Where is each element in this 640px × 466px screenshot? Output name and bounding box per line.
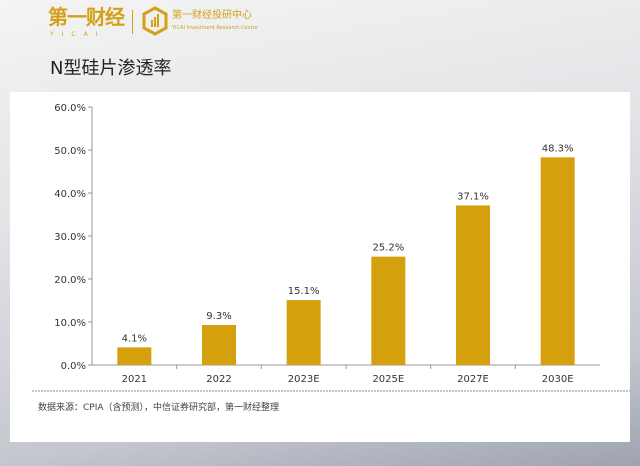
bar [540,157,575,365]
y-tick-label: 30.0% [54,232,86,243]
research-center-sub: YICAI Investment Research Centre [172,25,258,31]
y-tick-label: 0.0% [61,361,86,372]
bar [456,205,490,365]
x-tick-label: 2030E [542,374,574,385]
bar [286,300,321,365]
bar [202,325,236,365]
y-tick-label: 20.0% [54,275,86,286]
source-note: 数据来源：CPIA（含预测），中信证券研究部，第一财经整理 [38,403,280,413]
data-label: 4.1% [122,333,147,344]
yicai-logo: 第一财经 [48,5,125,29]
y-tick-label: 10.0% [54,318,86,329]
x-tick-label: 2027E [457,374,489,385]
data-label: 15.1% [288,286,320,297]
y-tick-label: 50.0% [54,146,86,157]
data-label: 25.2% [372,243,404,254]
chart-card [10,92,630,442]
research-center-name: 第一财经投研中心 [172,10,252,21]
yicai-logo-sub: YICAI [50,31,106,38]
header-divider [132,10,133,34]
research-center-icon [142,6,168,36]
bar [371,256,406,365]
y-tick-label: 40.0% [54,189,86,200]
data-label: 48.3% [542,143,574,154]
x-tick-label: 2025E [372,374,404,385]
x-tick-label: 2022 [206,374,231,385]
y-tick-label: 60.0% [54,103,86,114]
bar [117,347,152,365]
x-tick-label: 2023E [288,374,320,385]
data-label: 9.3% [206,311,231,322]
data-label: 37.1% [457,191,489,202]
page-title: N型硅片渗透率 [50,58,172,79]
x-tick-label: 2021 [122,374,147,385]
